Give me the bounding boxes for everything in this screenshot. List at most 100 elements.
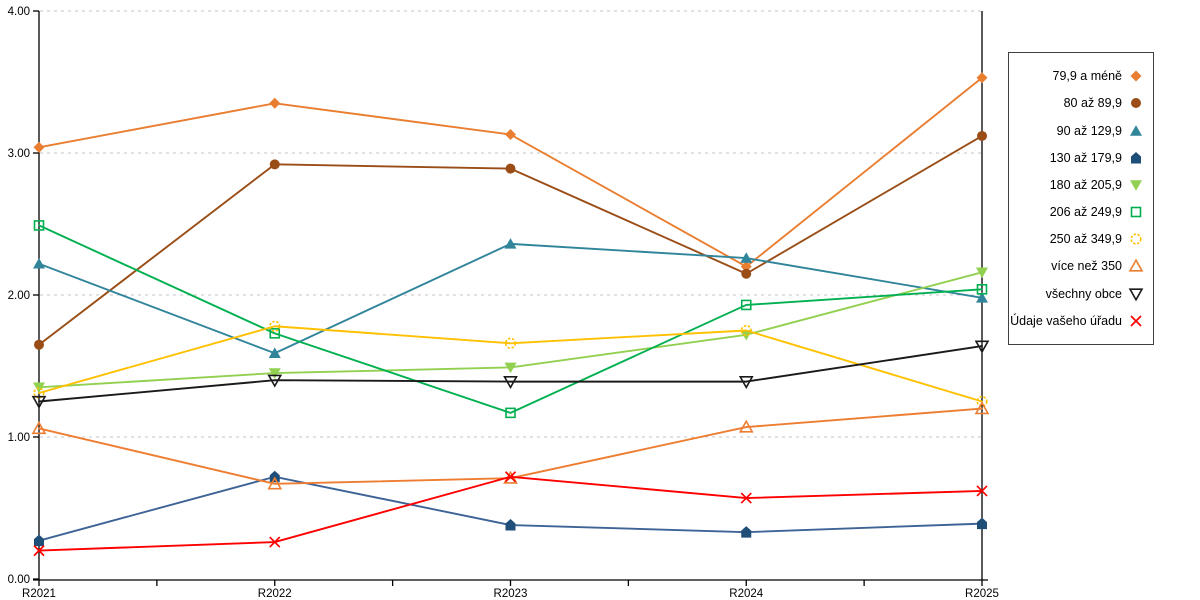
diamond-filled-marker-icon: [269, 97, 281, 109]
square-open-marker-icon: [33, 220, 45, 231]
legend-marker: [1130, 206, 1142, 218]
series-line: [38, 325, 983, 403]
x-axis-tick-label: R2023: [494, 588, 528, 600]
diamond-filled-marker-icon: [1130, 70, 1142, 82]
series-5: [33, 267, 988, 394]
legend-item-10: Údaje vašeho úřadu: [1010, 313, 1144, 329]
legend-label: 250 až 349,9: [1049, 232, 1122, 247]
x-marker-icon: [740, 492, 752, 504]
chart-legend: 79,9 a méně 80 až 89,9 90 až 129,9 130 až 1…: [1008, 52, 1154, 345]
x-marker-icon: [1130, 315, 1142, 327]
x-marker-icon: [504, 471, 517, 483]
triangle-up-filled-marker-icon: [33, 257, 45, 269]
triangle-up-open-marker-icon: [267, 476, 283, 490]
triangle-down-filled-marker-icon: [740, 329, 753, 341]
legend-label: všechny obce: [1045, 286, 1122, 301]
legend-marker: [1128, 287, 1144, 301]
square-open-marker-icon: [740, 299, 752, 311]
pentagon-filled-marker-icon: [741, 526, 752, 538]
triangle-up-open-marker-icon: [1128, 258, 1144, 272]
x-axis-tick-label: R2024: [729, 588, 763, 600]
triangle-down-filled-marker-icon: [268, 368, 281, 379]
x-axis-tick-label: R2022: [258, 588, 292, 600]
legend-marker: [1130, 315, 1142, 327]
diamond-filled-marker-icon: [505, 129, 516, 141]
triangle-down-open-marker-icon: [1128, 287, 1144, 301]
series-3: [33, 238, 988, 359]
series-line: [38, 475, 983, 542]
legend-label: více než 350: [1051, 259, 1122, 274]
square-open-marker-icon: [505, 407, 516, 419]
circle-open-dashed-marker-icon: [976, 395, 988, 408]
legend-marker: [1130, 233, 1142, 245]
triangle-up-open-marker-icon: [31, 421, 47, 435]
triangle-up-filled-marker-icon: [1130, 124, 1142, 136]
legend-label: 180 až 205,9: [1049, 177, 1122, 192]
circle-open-dashed-marker-icon: [269, 320, 281, 332]
legend-item-3: 90 až 129,9: [1013, 123, 1144, 139]
y-axis-tick-label: 4.00: [8, 6, 30, 18]
x-axis-tick-label: R2021: [22, 588, 56, 600]
legend-item-4: 130 až 179,9: [1013, 150, 1144, 166]
legend-marker: [1130, 70, 1142, 82]
series-6: [33, 220, 988, 419]
legend-label: Údaje vašeho úřadu: [1010, 313, 1122, 328]
series-7: [33, 320, 988, 408]
legend-label: 206 až 249,9: [1049, 205, 1122, 220]
legend-label: 80 až 89,9: [1063, 96, 1122, 111]
x-marker-icon: [976, 485, 988, 497]
y-axis-tick-label: 2.00: [8, 290, 30, 302]
legend-marker: [1128, 258, 1144, 272]
series-line: [38, 345, 983, 403]
legend-label: 79,9 a méně: [1052, 69, 1123, 84]
legend-item-5: 180 až 205,9: [1013, 177, 1144, 193]
circle-open-dashed-marker-icon: [33, 387, 45, 399]
circle-filled-marker-icon: [977, 130, 987, 141]
circle-open-dashed-marker-icon: [504, 337, 517, 349]
triangle-down-filled-marker-icon: [1130, 180, 1142, 191]
legend-marker: [1130, 180, 1142, 191]
legend-item-2: 80 až 89,9: [1013, 95, 1144, 111]
legend-item-7: 250 až 349,9: [1013, 231, 1144, 247]
series-10: [33, 471, 988, 557]
legend-marker: [1131, 151, 1141, 164]
y-axis-tick-label: 3.00: [8, 148, 30, 160]
triangle-up-filled-marker-icon: [268, 347, 281, 359]
pentagon-filled-marker-icon: [977, 517, 987, 530]
square-open-marker-icon: [976, 284, 988, 295]
circle-open-dashed-marker-icon: [740, 324, 752, 337]
legend-item-6: 206 až 249,9: [1013, 204, 1144, 220]
series-line: [38, 407, 983, 485]
series-4: [34, 470, 987, 547]
triangle-up-filled-marker-icon: [976, 292, 988, 303]
series-line: [38, 475, 983, 552]
legend-marker: [1131, 98, 1141, 109]
legend-marker: [1130, 124, 1142, 136]
diamond-filled-marker-icon: [976, 72, 988, 84]
circle-open-dashed-marker-icon: [1130, 233, 1142, 245]
circle-filled-marker-icon: [269, 159, 280, 170]
y-axis-tick-label: 1.00: [8, 432, 30, 444]
square-open-marker-icon: [269, 328, 281, 339]
series-1: [33, 72, 988, 273]
legend-item-8: více než 350: [1013, 258, 1144, 274]
triangle-up-filled-marker-icon: [740, 252, 753, 263]
triangle-down-open-marker-icon: [267, 374, 283, 388]
pentagon-filled-marker-icon: [1131, 151, 1141, 164]
x-marker-icon: [269, 536, 281, 548]
legend-item-1: 79,9 a méně: [1013, 68, 1144, 84]
triangle-down-open-marker-icon: [974, 340, 990, 354]
pentagon-filled-marker-icon: [34, 534, 44, 547]
circle-filled-marker-icon: [741, 268, 752, 279]
triangle-down-open-marker-icon: [31, 395, 47, 409]
triangle-up-open-marker-icon: [974, 401, 990, 415]
triangle-down-filled-marker-icon: [976, 267, 988, 279]
square-open-marker-icon: [1130, 206, 1142, 218]
x-axis-tick-label: R2025: [965, 588, 999, 600]
legend-label: 90 až 129,9: [1056, 123, 1122, 138]
series-line: [38, 224, 983, 414]
triangle-up-filled-marker-icon: [504, 238, 517, 249]
diamond-filled-marker-icon: [33, 141, 45, 153]
triangle-up-open-marker-icon: [738, 419, 754, 433]
